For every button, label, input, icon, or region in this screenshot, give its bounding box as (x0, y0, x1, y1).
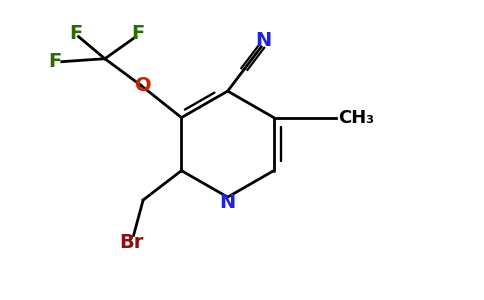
Text: O: O (135, 76, 151, 95)
Text: Br: Br (119, 233, 143, 252)
Text: F: F (70, 24, 83, 43)
Text: F: F (132, 24, 145, 43)
Text: N: N (256, 31, 272, 50)
Text: F: F (48, 52, 61, 71)
Text: N: N (220, 193, 236, 212)
Text: CH₃: CH₃ (338, 109, 375, 127)
